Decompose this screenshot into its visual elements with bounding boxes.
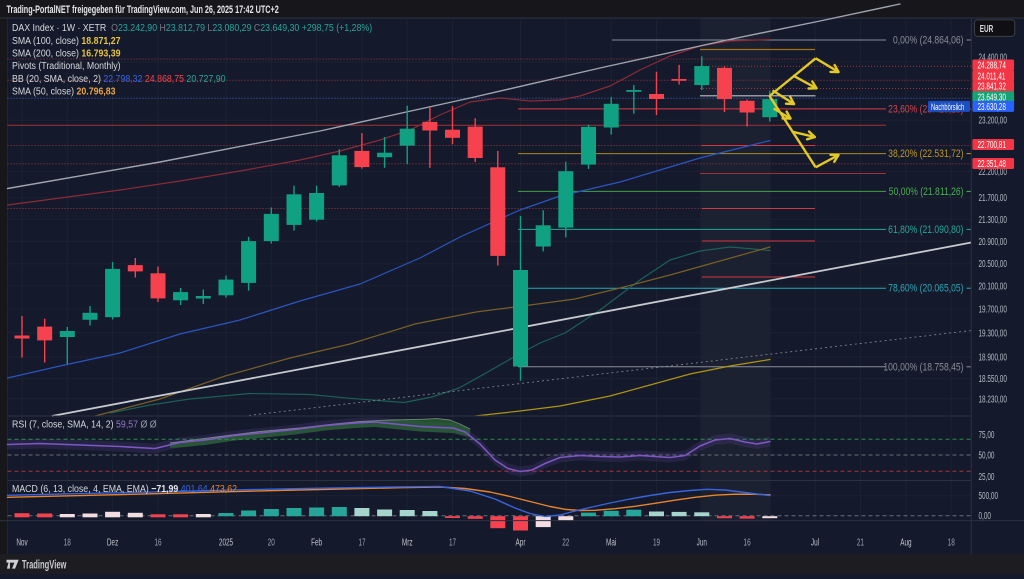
svg-text:20.900,00: 20.900,00 xyxy=(979,235,1008,247)
svg-text:MACD (6, 13, close, 4, EMA, EM: MACD (6, 13, close, 4, EMA, EMA) −71,99 … xyxy=(12,482,237,494)
svg-text:Mrz: Mrz xyxy=(402,536,413,548)
svg-text:Pivots (Traditional, Monthly): Pivots (Traditional, Monthly) xyxy=(12,60,121,72)
svg-text:18.900,00: 18.900,00 xyxy=(979,351,1008,363)
svg-text:RSI (7, close, SMA, 14, 2) 59,: RSI (7, close, SMA, 14, 2) 59,57 Ø Ø xyxy=(12,418,157,430)
svg-text:78,60% (20.065,05): 78,60% (20.065,05) xyxy=(888,283,963,295)
svg-text:75,00: 75,00 xyxy=(979,429,995,441)
svg-text:19: 19 xyxy=(653,536,660,548)
svg-text:18: 18 xyxy=(948,536,955,548)
svg-text:19.700,00: 19.700,00 xyxy=(979,303,1008,315)
svg-text:61,80% (21.090,80): 61,80% (21.090,80) xyxy=(888,224,963,236)
svg-text:SMA (100, close) 18.871,27: SMA (100, close) 18.871,27 xyxy=(12,34,120,46)
svg-text:Trading-PortalNET freigegeben: Trading-PortalNET freigegeben für Tradin… xyxy=(7,4,279,16)
svg-text:20.100,00: 20.100,00 xyxy=(979,280,1008,292)
svg-text:0,00: 0,00 xyxy=(979,510,992,522)
svg-text:EUR: EUR xyxy=(980,22,993,34)
svg-text:500,00: 500,00 xyxy=(979,490,999,502)
svg-text:Apr: Apr xyxy=(516,536,526,548)
svg-text:19.300,00: 19.300,00 xyxy=(979,327,1008,339)
svg-text:SMA (50, close) 20.796,83: SMA (50, close) 20.796,83 xyxy=(12,85,116,97)
svg-text:Feb: Feb xyxy=(311,536,322,548)
svg-text:23.200,00: 23.200,00 xyxy=(979,114,1008,126)
svg-text:Jun: Jun xyxy=(697,536,708,548)
svg-text:50,00: 50,00 xyxy=(979,449,995,461)
svg-text:20: 20 xyxy=(268,536,275,548)
svg-text:Nachbörslich: Nachbörslich xyxy=(931,102,964,113)
svg-text:16: 16 xyxy=(154,536,161,548)
svg-text:16: 16 xyxy=(744,536,751,548)
svg-text:38,20% (22.531,72): 38,20% (22.531,72) xyxy=(888,148,963,160)
svg-text:Dez: Dez xyxy=(107,536,118,548)
svg-text:21: 21 xyxy=(857,536,864,548)
svg-text:21.700,00: 21.700,00 xyxy=(979,192,1008,204)
svg-text:23.630,28: 23.630,28 xyxy=(978,100,1007,112)
svg-text:Nov: Nov xyxy=(16,536,28,548)
svg-text:18.550,00: 18.550,00 xyxy=(979,373,1008,385)
svg-text:BB (20, SMA, close, 2) 22.798,: BB (20, SMA, close, 2) 22.798,32 24.868,… xyxy=(12,72,226,84)
svg-text:Aug: Aug xyxy=(900,536,912,548)
svg-text:18.230,00: 18.230,00 xyxy=(979,393,1008,405)
svg-text:0,00% (24.864,06): 0,00% (24.864,06) xyxy=(893,35,964,47)
svg-text:22.351,48: 22.351,48 xyxy=(978,157,1007,169)
svg-text:Jul: Jul xyxy=(811,536,819,548)
svg-text:21.300,00: 21.300,00 xyxy=(979,213,1008,225)
svg-text:DAX Index · 1W · XETR O23.242: DAX Index · 1W · XETR O23.242,90 H23.812… xyxy=(12,21,372,33)
svg-text:22: 22 xyxy=(562,536,569,548)
svg-text:25,00: 25,00 xyxy=(979,470,995,482)
svg-text:17: 17 xyxy=(449,536,456,548)
svg-text:2025: 2025 xyxy=(219,536,233,548)
svg-text:SMA (200, close) 16.793,39: SMA (200, close) 16.793,39 xyxy=(12,47,120,59)
svg-text:Mai: Mai xyxy=(606,536,616,548)
svg-text:20.500,00: 20.500,00 xyxy=(979,258,1008,270)
svg-text:18: 18 xyxy=(64,536,71,548)
svg-text:TradingView: TradingView xyxy=(22,559,67,572)
svg-text:50,00% (21.811,26): 50,00% (21.811,26) xyxy=(889,186,964,198)
svg-text:100,00% (18.758,45): 100,00% (18.758,45) xyxy=(883,361,963,373)
svg-text:17: 17 xyxy=(358,536,365,548)
svg-text:22.700,81: 22.700,81 xyxy=(978,138,1007,150)
